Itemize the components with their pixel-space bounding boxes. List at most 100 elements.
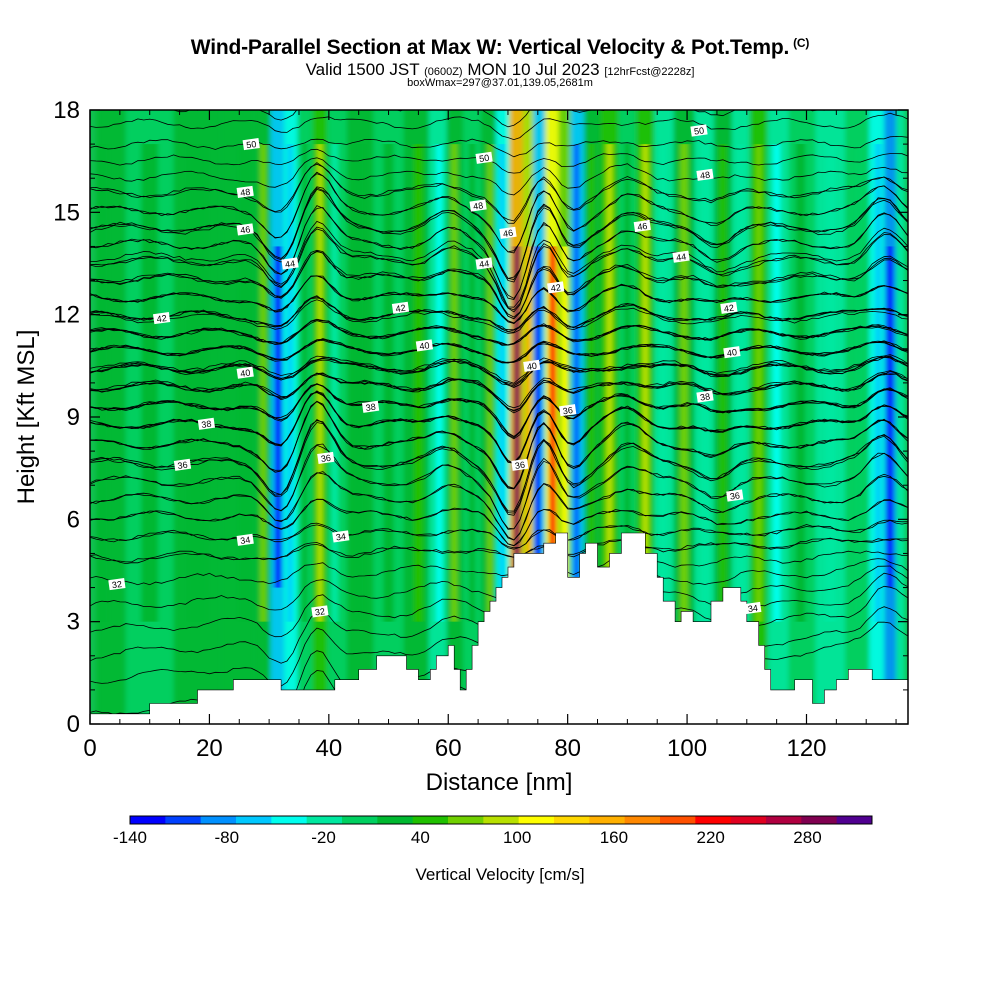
contour-label-text: 42: [395, 303, 406, 314]
contour-label-box: [236, 223, 254, 236]
colorbar-swatch: [165, 816, 202, 824]
contour-label-text: 32: [314, 606, 325, 617]
colorbar-tick-label: -140: [113, 828, 147, 847]
contour-label-text: 34: [335, 531, 346, 542]
y-tick-label: 0: [67, 711, 80, 738]
chart-title: Wind-Parallel Section at Max W: Vertical…: [0, 36, 1000, 60]
contour-label-text: 40: [726, 347, 737, 358]
contour-label-box: [173, 458, 192, 471]
contour-label-box: [197, 417, 216, 430]
velocity-core: [331, 144, 339, 622]
colorbar-swatch: [342, 816, 378, 824]
velocity-core: [887, 246, 894, 588]
velocity-column: [284, 110, 298, 724]
velocity-core: [487, 144, 493, 622]
contour-label-box: [236, 185, 254, 198]
velocity-column: [346, 110, 374, 724]
colorbar-swatch: [554, 816, 590, 824]
contour-label-box: [720, 301, 738, 314]
velocity-column: [221, 110, 255, 724]
theta-contour-line: [90, 251, 908, 320]
contour-label-text: 40: [526, 361, 537, 372]
contour-label-box: [281, 257, 299, 270]
contour-label-box: [523, 359, 541, 372]
chart-subtitle: Valid 1500 JST (0600Z) MON 10 Jul 2023 […: [0, 60, 1000, 80]
colorbar-swatch: [130, 816, 166, 824]
velocity-core: [825, 144, 836, 622]
theta-contour-line: [90, 390, 908, 463]
velocity-column: [327, 110, 347, 724]
contour-label-text: 34: [747, 603, 758, 614]
contour-label-text: 36: [562, 405, 573, 416]
contour-label-box: [242, 138, 260, 151]
contour-label: 32: [108, 578, 126, 590]
contour-label-text: 50: [479, 153, 490, 164]
y-tick-label: 6: [67, 506, 80, 533]
velocity-core: [260, 144, 267, 622]
contour-label: 46: [499, 226, 517, 239]
contour-label: 48: [469, 199, 487, 212]
theta-contour-line: [90, 355, 908, 385]
valid-date: MON 10 Jul 2023: [467, 60, 600, 79]
theta-contour-line: [90, 220, 908, 308]
contour-label-box: [499, 226, 517, 239]
y-tick-label: 3: [67, 609, 80, 636]
theta-contour-line: [90, 356, 908, 388]
velocity-core: [274, 246, 282, 588]
theta-contour-line: [90, 157, 908, 196]
theta-contour-line: [90, 226, 908, 311]
theta-contour-line: [90, 135, 908, 158]
contour-label-box: [311, 605, 329, 618]
contour-label: 50: [242, 138, 260, 151]
contour-label: 40: [236, 366, 254, 379]
contour-label-text: 36: [514, 460, 525, 471]
velocity-column: [713, 110, 732, 724]
velocity-core: [737, 144, 744, 622]
colorbar-swatch: [306, 816, 343, 824]
velocity-column: [869, 110, 885, 724]
theta-contour-line: [90, 338, 908, 364]
velocity-core: [719, 144, 727, 622]
contour-label-text: 48: [240, 187, 251, 198]
colorbar: [129, 815, 873, 825]
velocity-core: [549, 246, 557, 588]
utc-time: (0600Z): [424, 66, 463, 78]
colorbar-swatch: [766, 816, 802, 824]
contour-label-box: [475, 151, 493, 164]
contour-label-text: 50: [246, 139, 257, 150]
contour-label-text: 50: [693, 125, 704, 136]
contour-label-box: [236, 533, 254, 546]
copyright-mark: (C): [793, 36, 810, 50]
velocity-column: [297, 110, 313, 724]
theta-contour-line: [90, 538, 908, 563]
theta-contour-line: [90, 188, 908, 283]
contour-label-text: 46: [240, 224, 251, 235]
contour-label-box: [744, 601, 762, 615]
theta-contour-line: [90, 275, 908, 324]
contour-label-text: 44: [676, 252, 687, 263]
velocity-column: [767, 110, 789, 724]
velocity-core: [642, 144, 649, 622]
theta-contour-line: [90, 110, 843, 128]
contour-label-text: 38: [699, 391, 710, 402]
contour-label: 42: [391, 301, 410, 314]
contour-label-text: 48: [473, 200, 484, 211]
contour-label-box: [361, 400, 380, 413]
contour-label: 36: [726, 489, 744, 502]
x-tick-label: 40: [315, 735, 342, 762]
velocity-core: [141, 144, 159, 622]
velocity-core: [383, 144, 394, 622]
colorbar-tick-label: -80: [214, 828, 239, 847]
velocity-core: [239, 144, 251, 622]
colorbar-swatch: [660, 816, 696, 824]
contour-label-text: 46: [502, 228, 513, 239]
x-tick-label: 80: [554, 735, 581, 762]
theta-contour-line: [90, 163, 908, 222]
velocity-column: [254, 110, 271, 724]
theta-contours: [90, 110, 908, 724]
x-tick-label: 60: [435, 735, 462, 762]
contour-label-box: [511, 458, 529, 471]
colorbar-swatch: [448, 816, 484, 824]
contour-label-text: 42: [723, 303, 734, 314]
